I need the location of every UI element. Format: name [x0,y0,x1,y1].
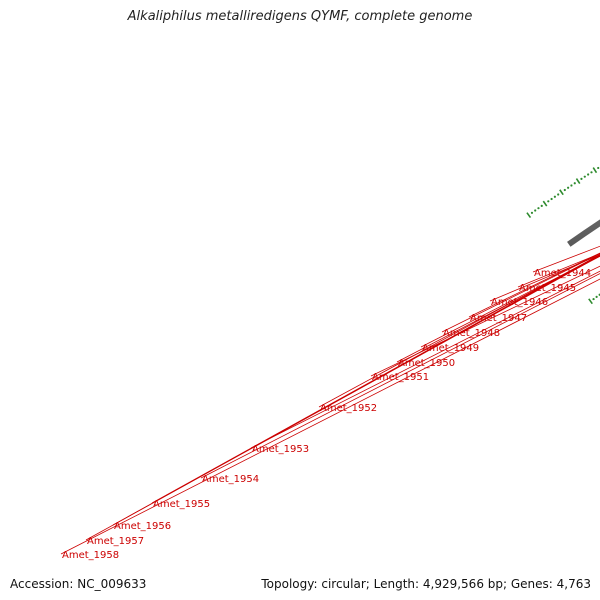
leader-line [250,270,600,449]
ring-dot [595,295,598,299]
leader-line [468,252,600,318]
leader-line [151,254,600,504]
leader-line [420,255,600,348]
leader-line [370,265,600,377]
gene-label: Amet_1957 [87,536,144,547]
ring-dot [570,184,573,187]
leader-line [112,254,600,526]
outer-dotted-ring [526,166,600,219]
ring-dot [580,177,583,180]
leader-line [396,255,600,363]
leader-line [517,253,600,288]
ring-dot [540,204,543,207]
ring-tick-mark [575,178,581,185]
gene-label: Amet_1954 [202,474,259,485]
ring-dot [530,211,534,214]
gene-label: Amet_1945 [519,283,576,294]
ring-tick-mark [559,189,564,196]
gene-label: Amet_1950 [398,358,455,369]
leader-line [532,245,600,273]
inner-dotted-ring [588,293,600,305]
ring-dot [550,197,553,201]
gene-label: Amet_1946 [491,297,548,308]
leader-line [60,278,600,555]
ring-dot [597,166,600,170]
ring-dot [547,200,550,203]
leader-line [441,253,600,333]
gene-label: Amet_1952 [320,403,377,414]
ring-dot [537,207,540,210]
gene-label: Amet_1955 [153,499,210,510]
gene-label: Amet_1949 [422,343,479,354]
ring-dot [534,209,537,212]
gene-label: Amet_1944 [534,268,591,279]
ring-dot [583,175,586,178]
gene-label: Amet_1948 [443,328,500,339]
gene-label: Amet_1951 [372,372,429,383]
genome-backbone [567,219,600,247]
gene-label: Amet_1958 [62,550,119,561]
gene-label: Amet_1956 [114,521,171,532]
ring-dot [563,188,566,192]
ring-dot [587,173,590,176]
ring-dot [592,297,595,301]
map-title: Alkaliphilus metalliredigens QYMF, compl… [127,9,473,24]
ring-tick-mark [526,212,532,219]
ring-dot [553,195,556,198]
ring-tick-mark [542,200,548,207]
leader-line [318,254,600,408]
leader-line [200,273,600,479]
gene-label: Amet_1947 [470,313,527,324]
accession-text: Accession: NC_009633 [10,577,147,591]
leader-line [85,255,600,541]
ring-dot [590,171,593,174]
ring-tick-mark [588,298,593,305]
ring-dot [557,193,560,196]
ring-tick-mark [592,167,598,174]
ring-dot [573,182,576,185]
gene-label: Amet_1953 [252,444,309,455]
genome-summary-text: Topology: circular; Length: 4,929,566 bp… [261,577,591,591]
ring-dot [567,186,570,189]
